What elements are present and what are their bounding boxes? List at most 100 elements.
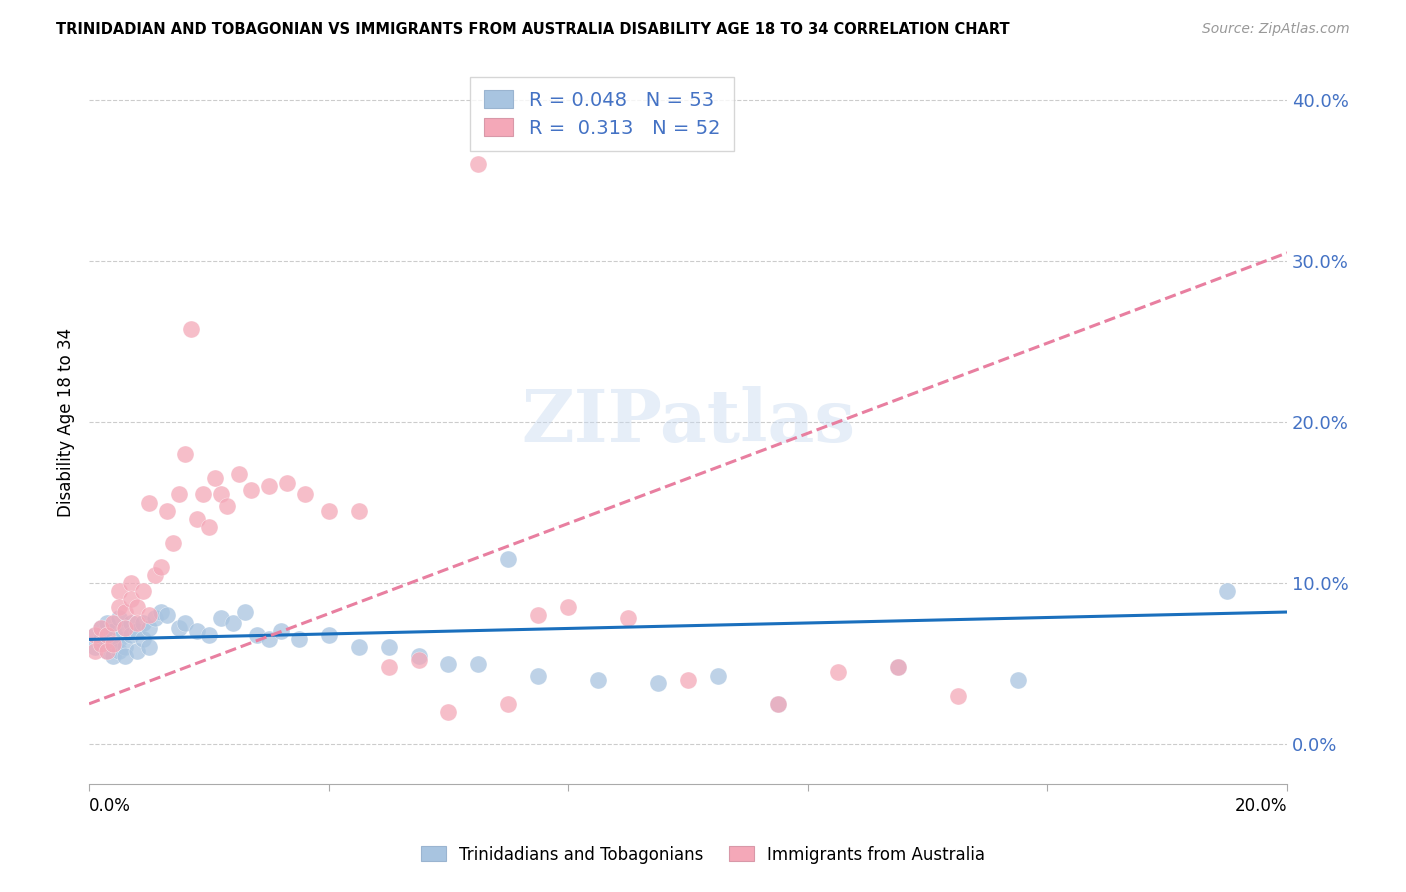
Point bbox=[167, 487, 190, 501]
Point bbox=[84, 627, 107, 641]
Point bbox=[586, 673, 609, 687]
Point bbox=[96, 627, 118, 641]
Point bbox=[946, 689, 969, 703]
Point bbox=[108, 584, 131, 599]
Point bbox=[437, 705, 460, 719]
Point bbox=[1216, 584, 1239, 599]
Point bbox=[149, 560, 172, 574]
Point bbox=[498, 697, 520, 711]
Point bbox=[766, 697, 789, 711]
Point bbox=[527, 669, 550, 683]
Point bbox=[90, 621, 112, 635]
Point bbox=[270, 624, 292, 639]
Point bbox=[1007, 673, 1029, 687]
Point bbox=[132, 616, 155, 631]
Point bbox=[437, 657, 460, 671]
Point bbox=[162, 535, 184, 549]
Point bbox=[108, 643, 131, 657]
Point bbox=[96, 643, 118, 657]
Text: ZIPatlas: ZIPatlas bbox=[522, 386, 855, 458]
Point bbox=[827, 665, 849, 679]
Point bbox=[101, 616, 124, 631]
Point bbox=[276, 476, 298, 491]
Point bbox=[498, 552, 520, 566]
Point bbox=[408, 648, 430, 663]
Point bbox=[377, 640, 399, 655]
Point bbox=[408, 653, 430, 667]
Point bbox=[174, 616, 197, 631]
Legend: Trinidadians and Tobagonians, Immigrants from Australia: Trinidadians and Tobagonians, Immigrants… bbox=[415, 839, 991, 871]
Point bbox=[143, 611, 166, 625]
Point bbox=[198, 627, 221, 641]
Point bbox=[186, 624, 208, 639]
Point bbox=[287, 632, 309, 647]
Point bbox=[467, 157, 489, 171]
Y-axis label: Disability Age 18 to 34: Disability Age 18 to 34 bbox=[58, 327, 75, 516]
Point bbox=[766, 697, 789, 711]
Point bbox=[114, 640, 136, 655]
Point bbox=[90, 621, 112, 635]
Point bbox=[101, 624, 124, 639]
Point bbox=[96, 627, 118, 641]
Point bbox=[318, 627, 340, 641]
Point bbox=[101, 637, 124, 651]
Point bbox=[198, 519, 221, 533]
Point bbox=[186, 511, 208, 525]
Point bbox=[228, 467, 250, 481]
Text: 0.0%: 0.0% bbox=[89, 797, 131, 815]
Point bbox=[174, 447, 197, 461]
Point bbox=[318, 503, 340, 517]
Point bbox=[239, 483, 262, 497]
Point bbox=[204, 471, 226, 485]
Point bbox=[209, 611, 232, 625]
Point bbox=[138, 640, 160, 655]
Point bbox=[120, 592, 142, 607]
Point bbox=[90, 632, 112, 647]
Point bbox=[90, 637, 112, 651]
Point bbox=[467, 657, 489, 671]
Legend: R = 0.048   N = 53, R =  0.313   N = 52: R = 0.048 N = 53, R = 0.313 N = 52 bbox=[470, 77, 734, 152]
Point bbox=[114, 605, 136, 619]
Point bbox=[156, 503, 179, 517]
Point bbox=[233, 605, 256, 619]
Point bbox=[120, 576, 142, 591]
Point bbox=[108, 611, 131, 625]
Point bbox=[84, 643, 107, 657]
Point bbox=[156, 608, 179, 623]
Point bbox=[101, 637, 124, 651]
Point bbox=[886, 660, 908, 674]
Point bbox=[125, 643, 148, 657]
Point bbox=[138, 621, 160, 635]
Point bbox=[222, 616, 245, 631]
Point bbox=[676, 673, 699, 687]
Point bbox=[180, 321, 202, 335]
Point bbox=[101, 648, 124, 663]
Point bbox=[617, 611, 640, 625]
Point bbox=[707, 669, 730, 683]
Point bbox=[143, 568, 166, 582]
Text: 20.0%: 20.0% bbox=[1234, 797, 1286, 815]
Point bbox=[114, 621, 136, 635]
Point bbox=[108, 632, 131, 647]
Point bbox=[294, 487, 316, 501]
Point bbox=[84, 627, 107, 641]
Point bbox=[120, 627, 142, 641]
Point bbox=[527, 608, 550, 623]
Point bbox=[886, 660, 908, 674]
Point bbox=[377, 660, 399, 674]
Point bbox=[647, 676, 669, 690]
Point bbox=[125, 600, 148, 615]
Point bbox=[120, 616, 142, 631]
Point bbox=[132, 584, 155, 599]
Text: Source: ZipAtlas.com: Source: ZipAtlas.com bbox=[1202, 22, 1350, 37]
Point bbox=[96, 643, 118, 657]
Point bbox=[149, 605, 172, 619]
Text: TRINIDADIAN AND TOBAGONIAN VS IMMIGRANTS FROM AUSTRALIA DISABILITY AGE 18 TO 34 : TRINIDADIAN AND TOBAGONIAN VS IMMIGRANTS… bbox=[56, 22, 1010, 37]
Point bbox=[246, 627, 269, 641]
Point bbox=[138, 495, 160, 509]
Point bbox=[557, 600, 579, 615]
Point bbox=[125, 616, 148, 631]
Point bbox=[347, 503, 370, 517]
Point bbox=[125, 624, 148, 639]
Point bbox=[347, 640, 370, 655]
